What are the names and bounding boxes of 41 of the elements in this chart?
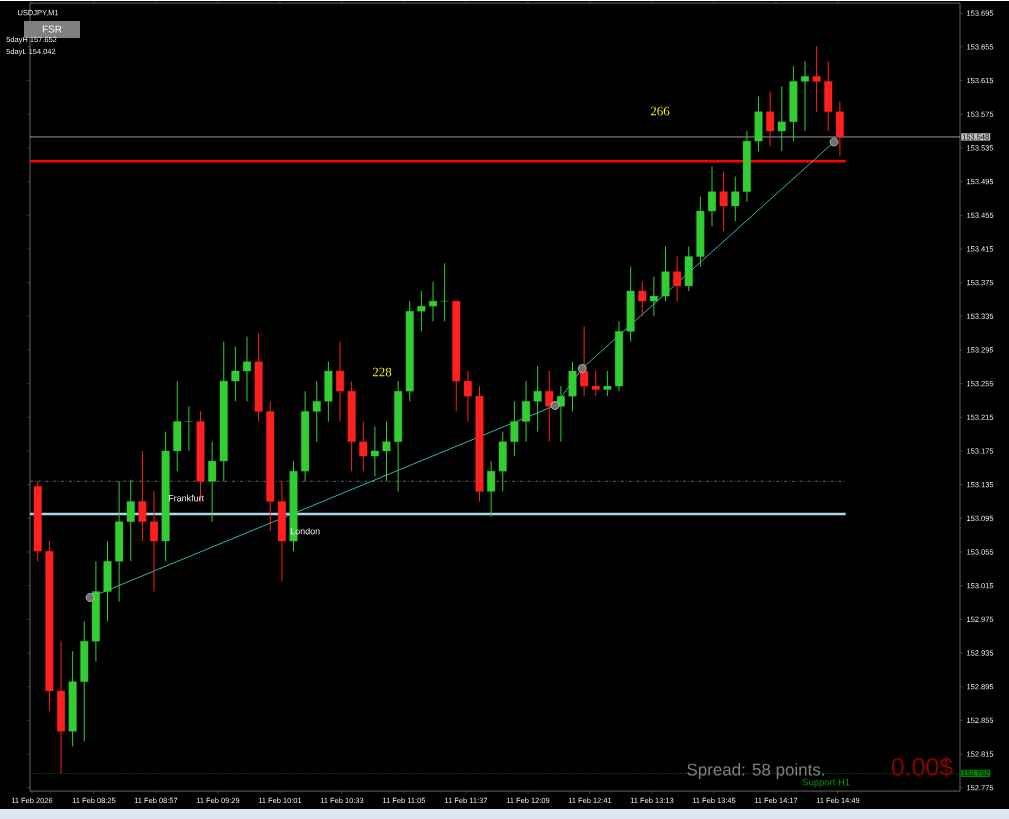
candlestick <box>603 370 612 397</box>
candlestick <box>522 380 530 443</box>
candlestick <box>766 90 775 147</box>
candlestick <box>463 370 472 422</box>
candlestick <box>533 365 542 433</box>
candlestick <box>731 175 740 222</box>
candlestick <box>487 460 496 518</box>
candlestick <box>591 370 600 397</box>
candlestick <box>649 276 658 317</box>
candlestick <box>719 170 728 232</box>
annotation: 228 <box>372 367 392 377</box>
annotation: Spread: 58 points. <box>687 763 824 779</box>
candlestick <box>673 255 682 302</box>
candlestick <box>801 60 809 132</box>
candlestick <box>243 335 251 402</box>
candlestick <box>440 262 449 322</box>
candlestick <box>510 400 519 457</box>
candlestick <box>777 85 786 152</box>
candlestick <box>708 165 716 227</box>
candlestick <box>545 370 554 443</box>
candlestick <box>208 441 217 523</box>
candlestick <box>150 490 158 593</box>
candlestick <box>812 45 821 113</box>
candlestick <box>580 325 589 397</box>
candlestick <box>138 450 147 542</box>
candlestick <box>382 420 391 482</box>
annotation: FSR <box>42 25 62 33</box>
annotation: 266 <box>650 106 670 116</box>
candlestick <box>126 479 135 562</box>
annotation: Support H1 <box>802 778 850 788</box>
candlestick <box>336 340 344 422</box>
candlestick <box>370 426 379 477</box>
candlestick <box>312 380 321 443</box>
candlestick <box>417 290 426 332</box>
candlestick <box>184 405 193 452</box>
candlestick <box>231 346 240 402</box>
candlestick <box>359 420 368 472</box>
candlestick <box>429 281 437 322</box>
candlestick <box>638 281 647 317</box>
candlestick <box>556 385 565 443</box>
annotation: 0.00$ <box>891 756 953 778</box>
